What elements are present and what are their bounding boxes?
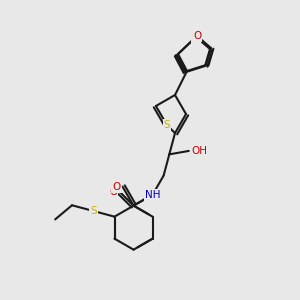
Text: O: O	[109, 188, 117, 197]
Text: OH: OH	[192, 146, 208, 156]
Text: S: S	[90, 206, 97, 216]
Text: NH: NH	[145, 190, 161, 200]
Text: O: O	[193, 31, 201, 41]
Text: S: S	[164, 120, 170, 130]
Text: O: O	[192, 32, 200, 42]
Text: O: O	[112, 182, 121, 192]
